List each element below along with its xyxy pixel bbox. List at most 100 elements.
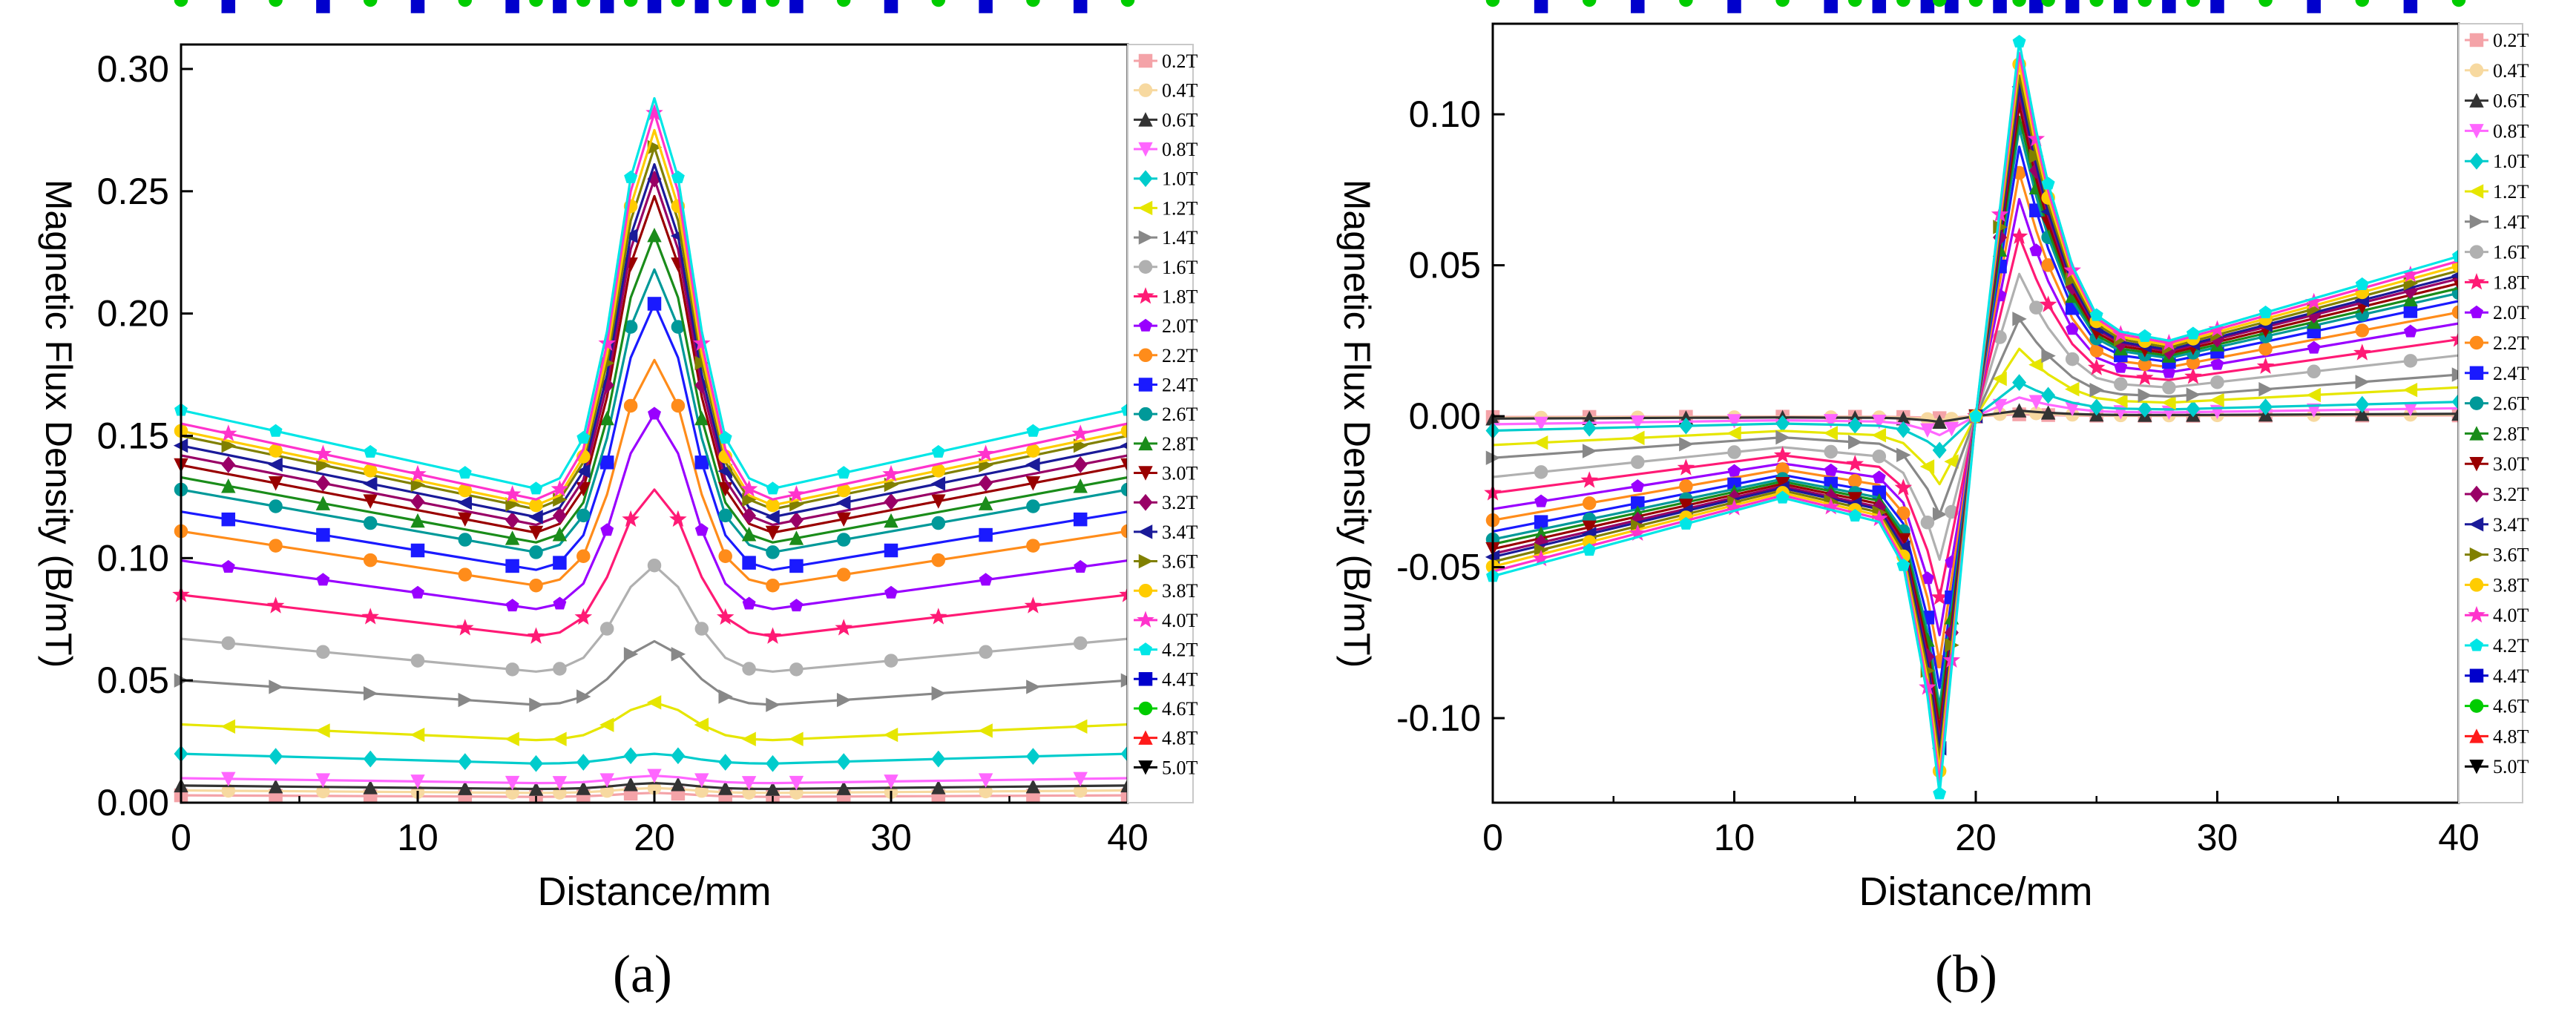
- panel-b-legend-label: 1.6T: [2493, 242, 2529, 263]
- panel-b-legend-label: 2.4T: [2493, 363, 2529, 384]
- panel-b-x-tick-label: 0: [1482, 817, 1503, 858]
- panel-b-legend-marker: [2469, 152, 2484, 170]
- panel-b-data-point: [2355, 277, 2369, 290]
- panel-b-data-point: [2403, 324, 2417, 338]
- panel-a-data-point: [789, 0, 804, 13]
- panel-b-data-point: [1896, 558, 1910, 571]
- panel-b-legend-marker: [2469, 245, 2484, 259]
- panel-a-data-point: [694, 410, 709, 426]
- panel-b-data-point: [2114, 360, 2128, 373]
- panel-a-legend-label: 2.2T: [1162, 345, 1198, 366]
- panel-b-data-point: [2307, 341, 2321, 354]
- panel-b-data-point: [2113, 393, 2128, 409]
- panel-a-data-point: [1025, 778, 1041, 794]
- panel-a-y-axis-label: Magnetic Flux Density (B/mT): [38, 180, 79, 668]
- panel-b-data-point: [1534, 416, 1548, 432]
- panel-b-legend-marker: [2469, 426, 2484, 441]
- panel-a-data-point: [576, 689, 591, 704]
- panel-a-legend-marker: [1138, 348, 1153, 363]
- panel-a-legend-marker: [1138, 378, 1153, 392]
- panel-b-series-line-4.2T: [1492, 40, 2460, 795]
- panel-a-chart: 0 10 20 30 40 0.00 0.05 0.10 0.15 0.20 0.25 0.30 D…: [38, 0, 1198, 914]
- panel-b-data-point: [1677, 458, 1695, 476]
- panel-b-data-point: [1823, 414, 1839, 429]
- panel-a-data-point: [623, 777, 638, 792]
- panel-a-data-point: [505, 559, 519, 573]
- panel-b-legend-entry: 1.0T: [2465, 151, 2529, 172]
- panel-b-data-point: [2403, 0, 2418, 13]
- panel-a-data-point: [836, 495, 851, 510]
- panel-a-y-tick-label: 0.15: [97, 415, 169, 456]
- panel-a-data-point: [835, 619, 852, 636]
- panel-b-data-point: [2162, 365, 2176, 378]
- panel-a-data-point: [269, 424, 283, 437]
- panel-a-data-point: [883, 727, 898, 743]
- panel-a-legend-label: 2.6T: [1162, 404, 1198, 425]
- panel-a-data-point: [529, 697, 544, 712]
- panel-b-legend-marker: [2469, 93, 2484, 108]
- panel-a-data-point: [221, 0, 236, 13]
- panel-b-data-point: [1775, 430, 1790, 445]
- panel-b-data-point: [2041, 0, 2055, 7]
- panel-a-data-point: [930, 476, 946, 491]
- panel-b-legend: 0.2T 0.4T 0.6T 0.8T 1.0T 1.2T 1.4T 1.6T 1.8T 2.0T…: [2465, 30, 2529, 777]
- panel-b-data-point: [2039, 295, 2057, 312]
- panel-a-data-point: [789, 662, 804, 677]
- panel-a-legend-label: 3.8T: [1162, 580, 1198, 602]
- panel-a-data-point: [598, 334, 616, 351]
- panel-a-data-point: [671, 747, 686, 765]
- panel-b-data-point: [2210, 375, 2224, 389]
- panel-b-legend-label: 3.2T: [2493, 484, 2529, 505]
- panel-a-data-point: [269, 499, 283, 513]
- panel-a-series-line-1.4T: [180, 639, 1128, 706]
- panel-a-data-point: [316, 458, 331, 473]
- panel-b-data-point: [2012, 34, 2026, 48]
- panel-a-y-tick-label: 0.25: [97, 171, 169, 212]
- panel-a-legend-marker: [1138, 53, 1153, 68]
- panel-a-y-tick-label: 0.30: [97, 48, 169, 90]
- panel-a-data-point: [505, 662, 519, 677]
- panel-a-data-point: [576, 0, 591, 7]
- panel-a-data-point: [931, 553, 946, 568]
- panel-a-x-tick-label: 30: [870, 817, 912, 858]
- panel-b-legend-label: 3.6T: [2493, 545, 2529, 566]
- panel-a-data-point: [766, 498, 780, 513]
- panel-b-legend-entry: 1.2T: [2465, 181, 2529, 203]
- panel-a-data-point: [458, 753, 473, 770]
- panel-b-data-point: [2041, 348, 2056, 364]
- panel-a-data-point: [553, 0, 567, 13]
- panel-b-legend-entry: 2.8T: [2465, 423, 2529, 444]
- panel-a-legend-marker: [1138, 583, 1153, 598]
- panel-b-y-tick-label: 0.05: [1409, 245, 1481, 286]
- panel-a-data-point: [552, 527, 568, 542]
- panel-b-legend-marker: [2468, 605, 2485, 623]
- panel-a-data-point: [266, 596, 285, 614]
- panel-a-data-point: [718, 430, 732, 444]
- panel-a-data-point: [836, 512, 851, 527]
- panel-b-data-point: [1631, 0, 1645, 13]
- panel-b-legend-label: 0.6T: [2493, 91, 2529, 112]
- panel-a-data-point: [693, 334, 711, 351]
- panel-a-legend-entry: 1.8T: [1134, 286, 1198, 307]
- panel-a-data-point: [268, 457, 283, 473]
- panel-b-data-point: [2162, 0, 2176, 13]
- panel-b-data-point: [1846, 455, 1864, 472]
- panel-a-series-line-4.2T: [180, 96, 1128, 490]
- panel-b-legend-entry: 3.2T: [2465, 484, 2529, 505]
- panel-b-legend-marker: [2469, 485, 2484, 503]
- panel-b-data-point: [2012, 0, 2026, 7]
- panel-b-legend-label: 4.0T: [2493, 605, 2529, 626]
- panel-a-data-point: [315, 773, 331, 788]
- panel-b-data-point: [1679, 0, 1693, 7]
- panel-a-data-point: [647, 0, 662, 13]
- panel-a-data-point: [671, 777, 686, 792]
- panel-a-data-point: [220, 719, 236, 734]
- panel-b-data-point: [2208, 320, 2227, 337]
- panel-a-data-point: [741, 527, 757, 542]
- panel-a-x-axis: 0 10 20 30 40: [171, 791, 1149, 858]
- panel-a-data-point: [269, 539, 283, 553]
- panel-a-legend-label: 0.6T: [1162, 109, 1198, 131]
- panel-a-data-point: [221, 772, 236, 787]
- panel-b-data-point: [2186, 326, 2200, 340]
- panel-b-data-point: [2028, 358, 2043, 372]
